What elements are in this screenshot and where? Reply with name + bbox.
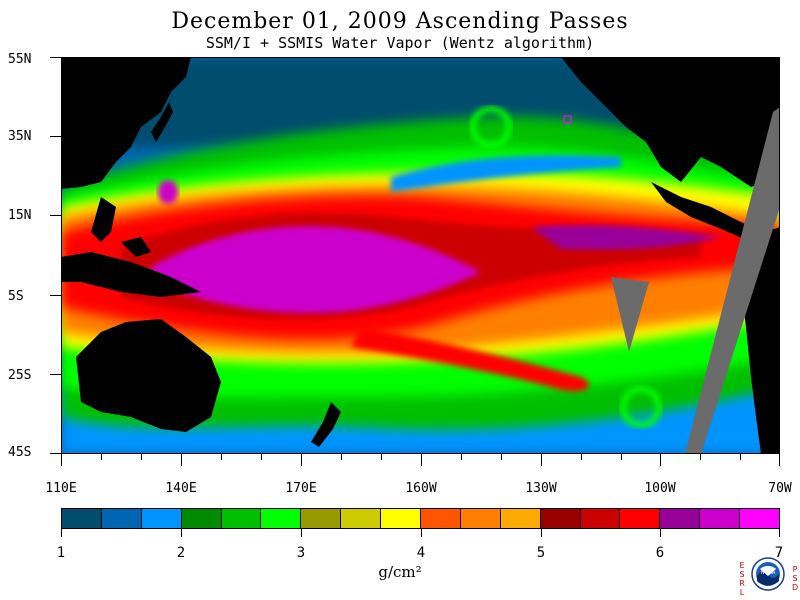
lat-label-5s: 5S bbox=[8, 289, 24, 304]
colorbar-tick bbox=[61, 529, 62, 537]
lon-minor-tick bbox=[381, 454, 382, 460]
lat-label-55n: 55N bbox=[8, 52, 32, 67]
lon-label-130w: 130W bbox=[525, 481, 557, 496]
lon-minor-tick bbox=[221, 454, 222, 460]
station-marker bbox=[563, 115, 572, 124]
north-america-land bbox=[561, 57, 780, 187]
lon-minor-tick bbox=[740, 454, 741, 460]
asia-land bbox=[61, 57, 191, 189]
colorbar-tick bbox=[301, 529, 302, 537]
colorbar-swatch bbox=[62, 509, 102, 528]
lon-minor-tick bbox=[501, 454, 502, 460]
lat-tick bbox=[50, 57, 61, 58]
colorbar-swatch bbox=[141, 509, 182, 528]
colorbar-swatch bbox=[181, 509, 222, 528]
lon-minor-tick bbox=[581, 454, 582, 460]
colorbar-swatch bbox=[580, 509, 621, 528]
colorbar-swatch bbox=[301, 509, 342, 528]
colorbar-label-5: 5 bbox=[536, 545, 546, 561]
colorbar-swatch bbox=[101, 509, 142, 528]
lon-label-140e: 140E bbox=[165, 481, 197, 496]
lon-minor-tick bbox=[101, 454, 102, 460]
noaa-logo-text: NOAA bbox=[761, 570, 776, 576]
lon-label-70w: 70W bbox=[768, 481, 792, 496]
lon-label-110e: 110E bbox=[45, 481, 77, 496]
colorbar-swatch bbox=[620, 509, 661, 528]
lon-minor-tick bbox=[141, 454, 142, 460]
lat-label-15n: 15N bbox=[8, 208, 32, 223]
colorbar-label-3: 3 bbox=[296, 545, 306, 561]
colorbar-swatch bbox=[261, 509, 302, 528]
lat-tick bbox=[50, 374, 61, 375]
colorbar-label-6: 6 bbox=[655, 545, 665, 561]
lon-tick bbox=[301, 454, 302, 466]
lon-tick bbox=[181, 454, 182, 466]
colorbar-swatch bbox=[700, 509, 741, 528]
lon-tick bbox=[421, 454, 422, 466]
lon-minor-tick bbox=[700, 454, 701, 460]
lon-tick bbox=[779, 454, 780, 466]
colorbar-label-4: 4 bbox=[416, 545, 426, 561]
new-zealand-land bbox=[311, 402, 341, 447]
lon-minor-tick bbox=[341, 454, 342, 460]
lat-label-45s: 45S bbox=[8, 445, 32, 460]
colorbar-swatch bbox=[221, 509, 262, 528]
colorbar-swatch bbox=[460, 509, 501, 528]
colorbar-swatch bbox=[500, 509, 541, 528]
colorbar-units: g/cm² bbox=[378, 563, 422, 581]
lon-tick bbox=[541, 454, 542, 466]
lon-tick bbox=[660, 454, 661, 466]
colorbar-swatch bbox=[421, 509, 461, 528]
central-america-land bbox=[651, 182, 761, 242]
colorbar-swatch bbox=[341, 509, 382, 528]
maritime-continent bbox=[61, 197, 201, 297]
missing-swath-east bbox=[685, 107, 780, 454]
australia-land bbox=[76, 319, 221, 432]
colorbar-swatch bbox=[660, 509, 701, 528]
colorbar-label-1: 1 bbox=[56, 545, 66, 561]
lat-tick bbox=[50, 136, 61, 137]
colorbar-tick bbox=[181, 529, 182, 537]
lat-tick bbox=[50, 453, 61, 454]
colorbar-tick bbox=[660, 529, 661, 537]
noaa-emblem: NOAA bbox=[751, 557, 785, 591]
water-vapor-map bbox=[61, 57, 780, 454]
map-subtitle: SSM/I + SSMIS Water Vapor (Wentz algorit… bbox=[205, 34, 595, 52]
colorbar-tick bbox=[541, 529, 542, 537]
colorbar bbox=[61, 508, 780, 529]
colorbar-label-7: 7 bbox=[774, 545, 784, 561]
lon-minor-tick bbox=[261, 454, 262, 460]
colorbar-swatch bbox=[540, 509, 581, 528]
lon-label-100w: 100W bbox=[644, 481, 676, 496]
map-title: December 01, 2009 Ascending Passes bbox=[171, 9, 629, 34]
colorbar-label-2: 2 bbox=[176, 545, 186, 561]
colorbar-swatch bbox=[740, 509, 780, 528]
colorbar-swatch bbox=[381, 509, 422, 528]
missing-swath-central bbox=[611, 277, 649, 352]
lat-tick bbox=[50, 295, 61, 296]
lon-tick bbox=[61, 454, 62, 466]
missing-data-swaths bbox=[611, 107, 780, 454]
lon-label-170e: 170E bbox=[285, 481, 317, 496]
land-masks bbox=[61, 57, 780, 454]
colorbar-tick bbox=[421, 529, 422, 537]
lat-label-25s: 25S bbox=[8, 368, 32, 383]
lat-tick bbox=[50, 215, 61, 216]
lon-label-160w: 160W bbox=[405, 481, 437, 496]
lat-label-35n: 35N bbox=[8, 129, 32, 144]
lon-minor-tick bbox=[461, 454, 462, 460]
lon-minor-tick bbox=[621, 454, 622, 460]
japan-land bbox=[151, 102, 173, 142]
colorbar-tick bbox=[779, 529, 780, 537]
